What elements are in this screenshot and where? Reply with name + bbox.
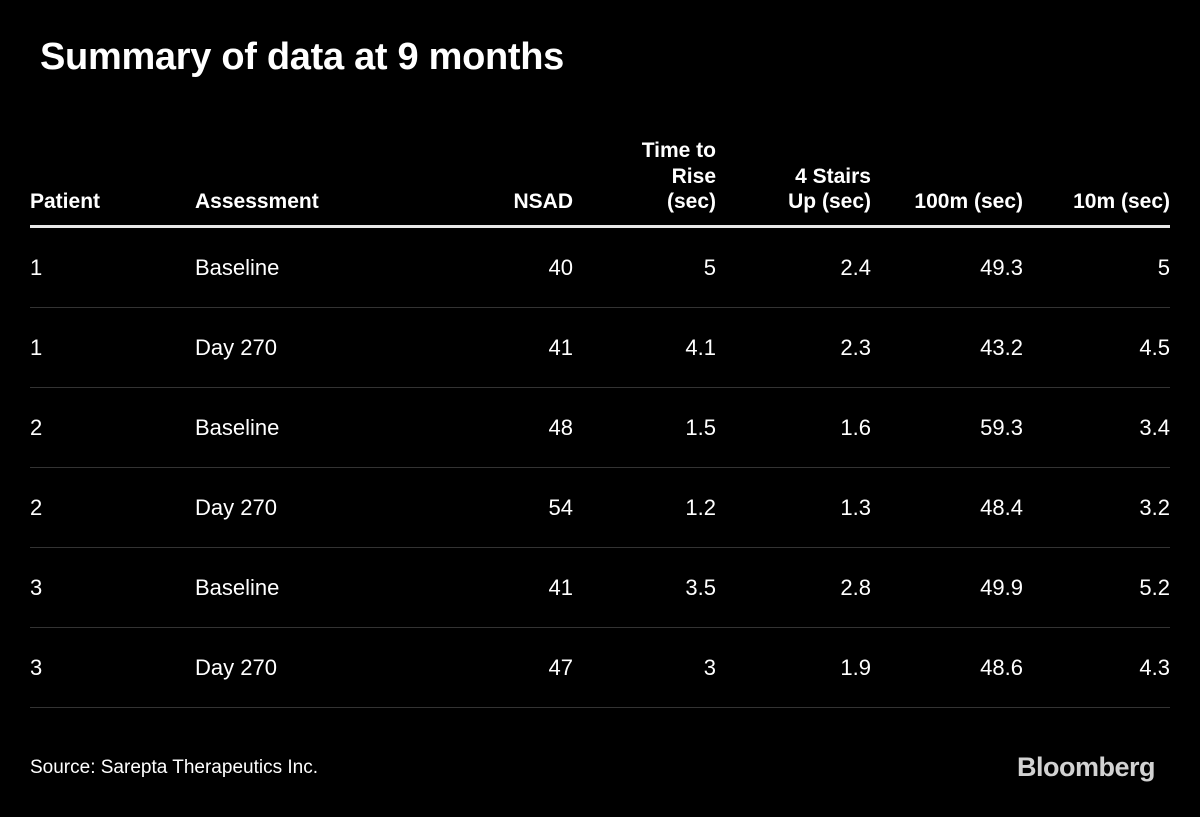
- cell-assessment: Baseline: [195, 414, 280, 440]
- cell-patient: 2: [30, 494, 43, 520]
- col-header-10m: 10m (sec): [1073, 189, 1170, 213]
- table-row: 1 Day 270 41 4.1 2.3 43.2 4.5: [30, 308, 1170, 388]
- cell-nsad: 41: [548, 574, 573, 600]
- cell-10m: 5.2: [1139, 574, 1170, 600]
- cell-time-to-rise: 1.5: [685, 414, 716, 440]
- col-header-time-to-rise: Time to Rise (sec): [641, 139, 716, 213]
- cell-4-stairs-up: 1.6: [840, 414, 871, 440]
- cell-10m: 3.2: [1139, 494, 1170, 520]
- cell-time-to-rise: 1.2: [685, 494, 716, 520]
- cell-4-stairs-up: 1.3: [840, 494, 871, 520]
- cell-100m: 49.3: [980, 254, 1023, 280]
- cell-4-stairs-up: 2.3: [840, 334, 871, 360]
- col-header-patient: Patient: [30, 189, 101, 213]
- cell-patient: 1: [30, 254, 43, 280]
- col-header-assessment: Assessment: [195, 189, 319, 213]
- cell-100m: 59.3: [980, 414, 1023, 440]
- table-row: 1 Baseline 40 5 2.4 49.3 5: [30, 228, 1170, 308]
- cell-assessment: Day 270: [195, 334, 277, 360]
- col-header-100m: 100m (sec): [914, 189, 1023, 213]
- table-row: 3 Day 270 47 3 1.9 48.6 4.3: [30, 628, 1170, 708]
- cell-100m: 43.2: [980, 334, 1023, 360]
- cell-4-stairs-up: 2.4: [840, 254, 871, 280]
- cell-nsad: 41: [548, 334, 573, 360]
- table-header-row: Patient Assessment NSAD Time to Rise (se…: [30, 132, 1170, 228]
- cell-assessment: Day 270: [195, 654, 277, 680]
- table-row: 2 Day 270 54 1.2 1.3 48.4 3.2: [30, 468, 1170, 548]
- footer: Source: Sarepta Therapeutics Inc. Bloomb…: [30, 752, 1156, 783]
- chart-title: Summary of data at 9 months: [40, 36, 565, 78]
- cell-10m: 3.4: [1139, 414, 1170, 440]
- cell-assessment: Baseline: [195, 574, 280, 600]
- cell-assessment: Baseline: [195, 254, 280, 280]
- cell-assessment: Day 270: [195, 494, 277, 520]
- cell-10m: 4.5: [1139, 334, 1170, 360]
- cell-patient: 1: [30, 334, 43, 360]
- table-row: 2 Baseline 48 1.5 1.6 59.3 3.4: [30, 388, 1170, 468]
- cell-patient: 3: [30, 574, 43, 600]
- cell-time-to-rise: 5: [703, 254, 716, 280]
- cell-4-stairs-up: 2.8: [840, 574, 871, 600]
- cell-nsad: 54: [548, 494, 573, 520]
- data-table: Patient Assessment NSAD Time to Rise (se…: [30, 132, 1170, 708]
- cell-nsad: 40: [548, 254, 573, 280]
- cell-10m: 4.3: [1139, 654, 1170, 680]
- table-row: 3 Baseline 41 3.5 2.8 49.9 5.2: [30, 548, 1170, 628]
- cell-patient: 2: [30, 414, 43, 440]
- col-header-4-stairs-up: 4 Stairs Up (sec): [788, 164, 871, 213]
- cell-4-stairs-up: 1.9: [840, 654, 871, 680]
- cell-time-to-rise: 4.1: [685, 334, 716, 360]
- bloomberg-logo: Bloomberg: [1016, 752, 1156, 782]
- cell-100m: 48.6: [980, 654, 1023, 680]
- cell-100m: 49.9: [980, 574, 1023, 600]
- cell-nsad: 48: [548, 414, 573, 440]
- cell-nsad: 47: [548, 654, 573, 680]
- cell-time-to-rise: 3: [703, 654, 716, 680]
- source-note: Source: Sarepta Therapeutics Inc.: [30, 756, 318, 778]
- cell-time-to-rise: 3.5: [685, 574, 716, 600]
- col-header-nsad: NSAD: [513, 189, 573, 213]
- cell-100m: 48.4: [980, 494, 1023, 520]
- cell-10m: 5: [1157, 254, 1170, 280]
- cell-patient: 3: [30, 654, 43, 680]
